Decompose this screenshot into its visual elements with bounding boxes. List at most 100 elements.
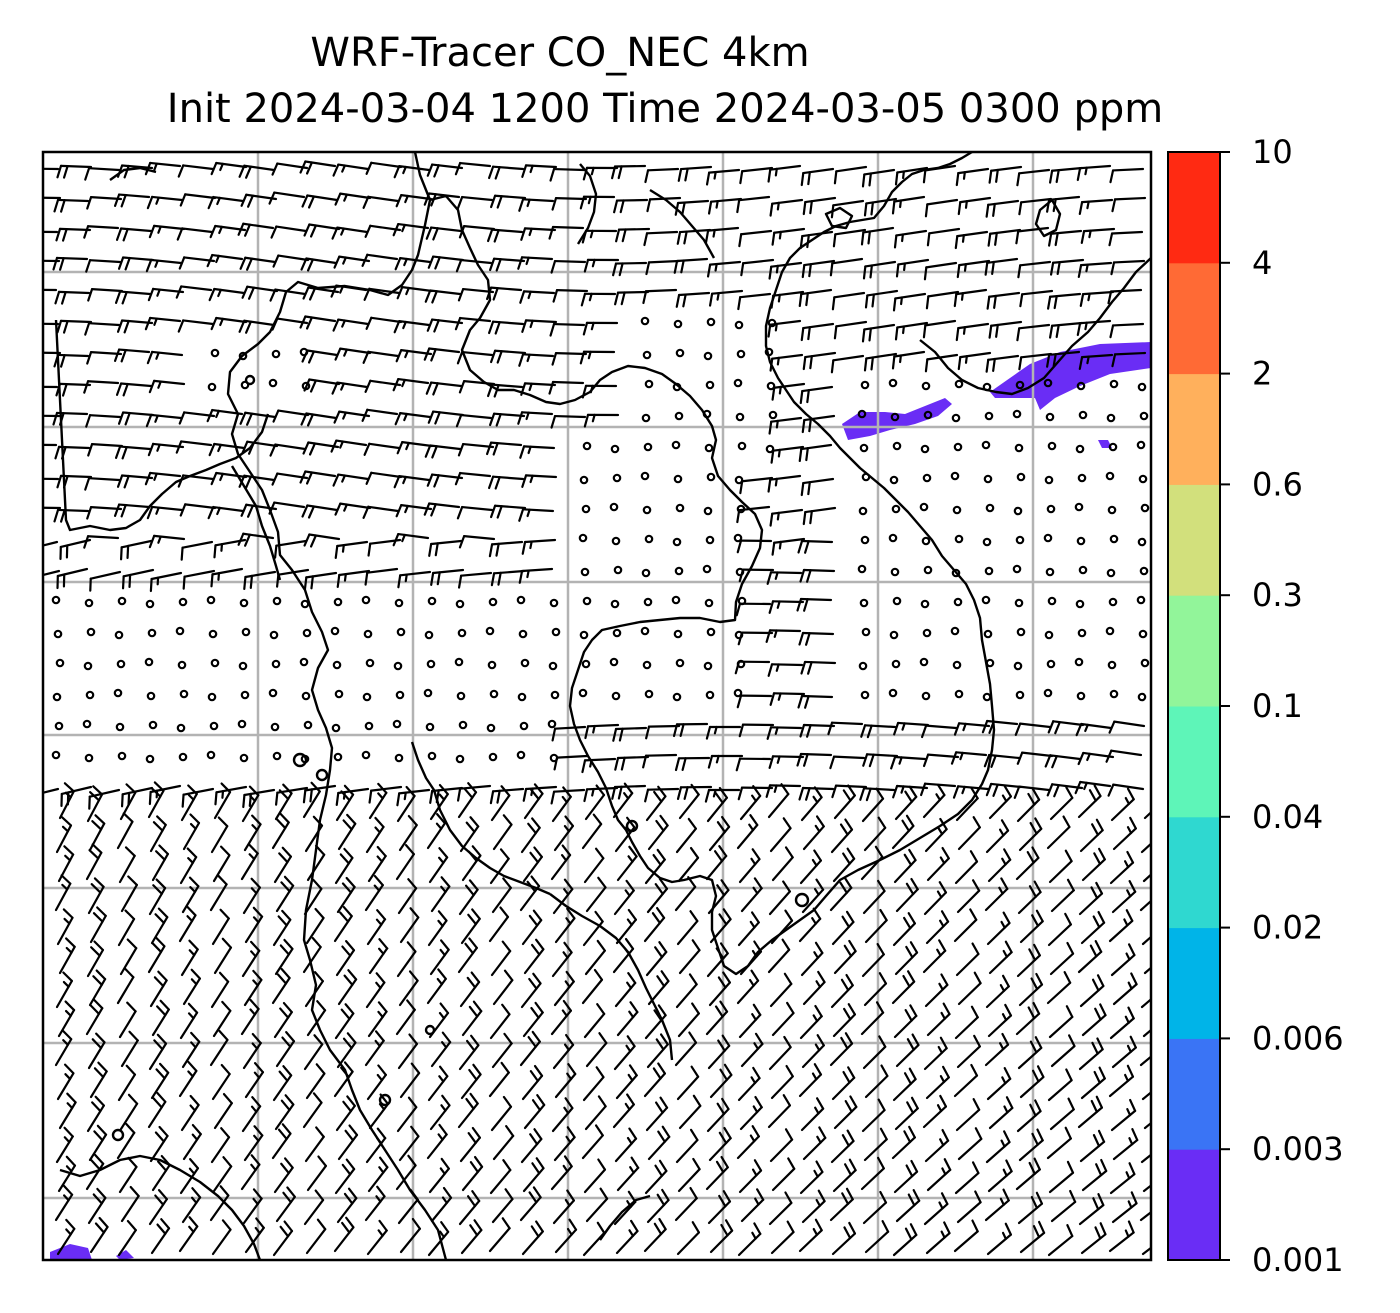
wind-barb xyxy=(583,786,619,803)
calm-marker xyxy=(734,475,744,485)
wind-barb xyxy=(303,1034,324,1071)
wind-barb xyxy=(987,848,1012,883)
wind-barb xyxy=(88,1124,108,1162)
calm-marker xyxy=(641,568,651,578)
wind-barb xyxy=(86,785,104,823)
wind-barb xyxy=(674,1031,698,1067)
wind-barb xyxy=(116,812,134,850)
wind-barb xyxy=(244,906,264,944)
calm-marker xyxy=(1107,660,1117,670)
wind-barb xyxy=(862,753,899,768)
calm-marker xyxy=(702,564,712,574)
calm-marker xyxy=(146,691,156,701)
wind-barb xyxy=(179,193,217,207)
calm-marker xyxy=(767,318,777,328)
wind-barb xyxy=(770,909,794,945)
wind-barb xyxy=(83,535,120,549)
wind-barb xyxy=(1048,1005,1074,1039)
wind-barb xyxy=(492,1125,515,1161)
wind-barb xyxy=(863,352,898,372)
wind-barb xyxy=(1108,720,1146,734)
wind-barb xyxy=(860,845,884,881)
wind-barb xyxy=(647,814,669,851)
wind-barb xyxy=(798,1063,823,1098)
wind-barb xyxy=(677,1002,700,1038)
wind-barb xyxy=(644,848,666,885)
wind-barb xyxy=(492,969,514,1006)
wind-barb xyxy=(116,164,154,179)
calm-marker xyxy=(985,658,995,668)
calm-marker xyxy=(736,504,746,514)
wind-barb xyxy=(643,1217,667,1253)
calm-marker xyxy=(706,472,716,482)
calm-marker xyxy=(1136,595,1146,605)
wind-barb xyxy=(367,1156,389,1193)
wind-barb xyxy=(56,319,93,334)
wind-barb xyxy=(86,351,123,365)
wind-barb xyxy=(429,939,450,976)
wind-barb xyxy=(89,1061,108,1099)
calm-marker xyxy=(300,754,310,764)
calm-marker xyxy=(396,627,406,637)
wind-barb xyxy=(457,782,478,819)
wind-barb xyxy=(833,1095,858,1130)
calm-marker xyxy=(549,753,559,763)
wind-barb xyxy=(182,968,201,1006)
wind-barb xyxy=(802,1126,827,1161)
wind-barb xyxy=(550,788,586,805)
wind-barb xyxy=(922,783,946,819)
wind-barb xyxy=(177,164,215,178)
wind-barb xyxy=(392,222,430,237)
wind-barb xyxy=(271,812,290,850)
wind-barb xyxy=(518,567,554,584)
wind-barb xyxy=(769,353,804,372)
calm-marker xyxy=(1078,565,1088,575)
wind-barb xyxy=(337,969,358,1006)
wind-barb xyxy=(270,225,308,239)
wind-barb xyxy=(181,1187,202,1224)
wind-barb xyxy=(924,1128,950,1163)
wind-barb xyxy=(244,1217,265,1254)
wind-barb xyxy=(801,414,836,434)
wind-barb xyxy=(984,1032,1010,1067)
wind-barb xyxy=(206,253,244,268)
wind-barb xyxy=(333,1216,355,1253)
wind-barb xyxy=(241,1096,262,1133)
wind-barb xyxy=(1046,195,1081,213)
calm-marker xyxy=(488,597,498,607)
wind-barb xyxy=(57,1155,77,1193)
calm-marker xyxy=(1013,661,1023,671)
wind-barb xyxy=(984,1188,1010,1222)
wind-barb xyxy=(1048,321,1084,339)
wind-barb xyxy=(1079,974,1105,1008)
wind-barb xyxy=(919,782,957,797)
wind-barb xyxy=(1107,288,1143,305)
calm-marker xyxy=(1136,440,1146,450)
wind-barb xyxy=(43,506,62,510)
wind-barb xyxy=(486,383,524,398)
wind-barb xyxy=(211,1219,232,1256)
wind-barb xyxy=(331,226,369,240)
wind-barb xyxy=(985,354,1020,373)
wind-barb xyxy=(984,257,1019,276)
wind-barb xyxy=(489,257,526,272)
wind-barb xyxy=(862,260,897,280)
calm-marker xyxy=(706,627,716,637)
calm-marker xyxy=(953,597,963,607)
wind-barb xyxy=(986,291,1021,310)
wind-barb xyxy=(829,1032,854,1067)
wind-barb xyxy=(647,1125,671,1161)
calm-marker xyxy=(704,443,714,453)
calm-marker xyxy=(1076,381,1086,391)
wind-barb xyxy=(180,784,198,822)
wind-barb xyxy=(210,316,248,331)
wind-barb xyxy=(238,474,276,489)
calm-marker xyxy=(888,378,898,388)
wind-barb xyxy=(119,938,138,976)
wind-barb xyxy=(301,194,339,209)
wind-barb xyxy=(490,785,511,822)
wind-barb xyxy=(1013,785,1051,799)
wind-barb xyxy=(614,972,637,1008)
calm-marker xyxy=(240,380,250,390)
wind-barb xyxy=(56,474,93,489)
